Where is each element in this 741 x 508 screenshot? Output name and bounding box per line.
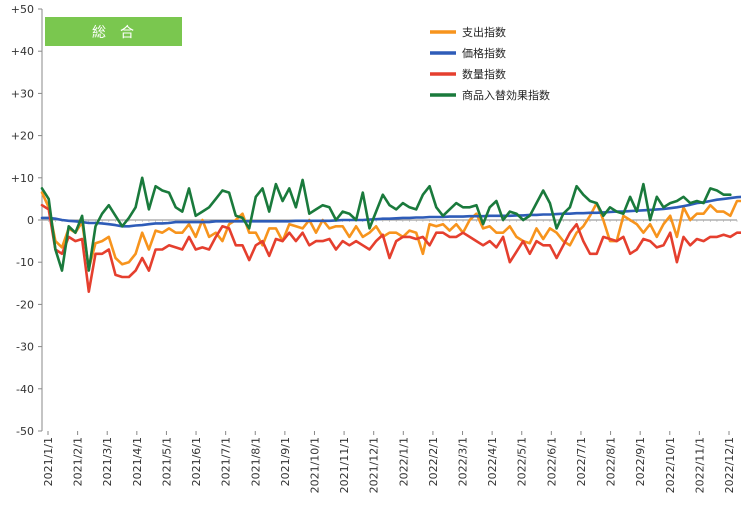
x-tick-label: 2022/4/1 xyxy=(486,437,499,486)
chart-title: 総 合 xyxy=(92,25,134,41)
y-tick-label: -20 xyxy=(16,298,34,311)
x-tick-label: 2021/2/1 xyxy=(72,437,85,486)
legend-label: 商品入替効果指数 xyxy=(462,88,550,102)
x-tick-label: 2021/11/1 xyxy=(338,437,351,493)
x-tick-label: 2022/10/1 xyxy=(664,437,677,493)
chart-title-background xyxy=(45,17,182,46)
legend-label: 数量指数 xyxy=(462,67,506,81)
x-tick-label: 2021/4/1 xyxy=(131,437,144,486)
y-tick-label: -40 xyxy=(16,383,34,396)
chart-title-box: 総 合 xyxy=(45,17,182,46)
x-tick-label: 2021/9/1 xyxy=(279,437,292,486)
y-tick-label: -50 xyxy=(16,425,34,438)
series-lines xyxy=(40,176,741,294)
y-tick-label: +20 xyxy=(11,130,34,143)
x-tick-label: 2022/6/1 xyxy=(545,437,558,486)
x-tick-label: 2021/12/1 xyxy=(368,437,381,493)
x-tick-label: 2021/7/1 xyxy=(220,437,233,486)
x-tick-label: 2022/12/1 xyxy=(723,437,736,493)
x-tick-label: 2022/3/1 xyxy=(457,437,470,486)
y-tick-label: +10 xyxy=(11,172,34,185)
x-tick-label: 2022/9/1 xyxy=(634,437,647,486)
axes: +50 +40 +30 +20 +10 0 -10 -20 -30 -40 -50 2021/1/1 2… xyxy=(11,3,738,493)
series-line xyxy=(40,176,732,272)
x-tick-label: 2022/1/1 xyxy=(397,437,410,486)
series-line xyxy=(40,203,741,294)
series-line xyxy=(40,195,741,228)
x-tick-label: 2022/2/1 xyxy=(427,437,440,486)
x-tick-label: 2022/7/1 xyxy=(575,437,588,486)
y-tick-label: +50 xyxy=(11,3,34,16)
y-tick-label: 0 xyxy=(27,214,34,227)
x-tick-label: 2021/5/1 xyxy=(160,437,173,486)
y-tick-label: +40 xyxy=(11,45,34,58)
x-tick-label: 2022/5/1 xyxy=(516,437,529,486)
series-line xyxy=(40,191,741,270)
x-tick-label: 2021/10/1 xyxy=(308,437,321,493)
x-tick-label: 2021/6/1 xyxy=(190,437,203,486)
legend-label: 価格指数 xyxy=(462,46,506,60)
y-tick-label: -10 xyxy=(16,256,34,269)
y-tick-label: -30 xyxy=(16,341,34,354)
legend-label: 支出指数 xyxy=(462,25,506,39)
x-tick-label: 2021/3/1 xyxy=(101,437,114,486)
x-tick-label: 2022/11/1 xyxy=(693,437,706,493)
x-tick-label: 2022/8/1 xyxy=(605,437,618,486)
x-tick-label: 2021/8/1 xyxy=(249,437,262,486)
x-tick-label: 2021/1/1 xyxy=(42,437,55,486)
y-tick-label: +30 xyxy=(11,87,34,100)
